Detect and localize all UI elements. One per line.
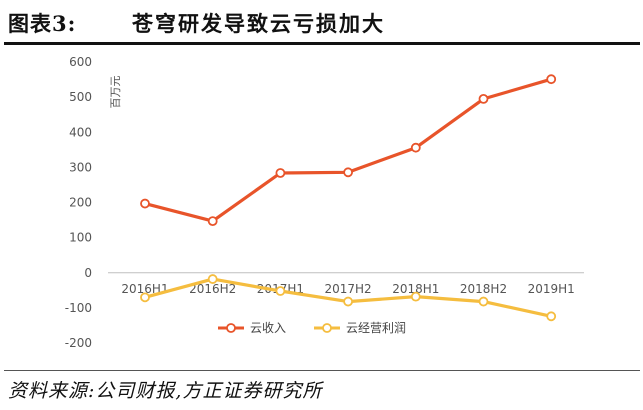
chart-title: 苍穹研发导致云亏损加大: [132, 11, 385, 36]
footer-rule: [4, 370, 640, 371]
data-point: [275, 286, 286, 296]
x-tick-label: 2017H2: [324, 282, 371, 296]
header: 图表3: 苍穹研发导致云亏损加大: [0, 0, 643, 46]
data-point: [478, 93, 489, 104]
data-point: [478, 296, 489, 307]
data-point: [140, 292, 150, 303]
x-tick-label: 2018H2: [460, 282, 507, 296]
source-note: 资料来源:公司财报,方正证券研究所: [8, 380, 323, 402]
y-tick-label: 500: [69, 90, 92, 104]
y-tick-label: 100: [69, 231, 92, 245]
x-tick-label: 2016H1: [121, 282, 168, 296]
y-tick-label: 0: [84, 266, 92, 280]
y-unit-label: 百万元: [109, 76, 122, 109]
header-rule: [4, 42, 640, 45]
data-point: [275, 168, 286, 178]
data-point: [546, 311, 557, 322]
y-tick-label: -200: [65, 336, 92, 350]
legend-swatch-marker: [226, 323, 236, 333]
data-point: [343, 167, 354, 178]
y-axis: -200 -100 0 100 200 300 400 500 600 百万元: [65, 55, 122, 350]
x-axis: 2016H12016H22017H12017H22018H12018H22019…: [108, 272, 584, 296]
y-tick-label: 300: [69, 160, 92, 174]
series-1: [140, 74, 557, 227]
data-point: [410, 142, 421, 153]
legend-label: 云经营利润: [346, 321, 406, 335]
legend-item: 云经营利润: [314, 321, 406, 335]
y-tick-label: -100: [65, 301, 92, 315]
legend-label: 云收入: [250, 321, 286, 335]
x-tick-label: 2018H1: [392, 282, 439, 296]
figure-number: 图表3:: [8, 11, 77, 36]
data-point: [343, 296, 354, 307]
legend-item: 云收入: [218, 321, 286, 335]
series-layer: [140, 74, 557, 322]
y-tick-label: 400: [69, 125, 92, 139]
data-point: [207, 216, 218, 227]
x-tick-label: 2019H1: [528, 282, 575, 296]
data-point: [410, 291, 421, 302]
legend-swatch-marker: [322, 323, 332, 333]
line-chart: -200 -100 0 100 200 300 400 500 600 百万元 2016H1 201…: [65, 55, 584, 350]
data-point: [207, 274, 218, 284]
legend: 云收入 云经营利润: [218, 321, 406, 335]
data-point: [546, 74, 557, 85]
data-point: [140, 198, 150, 209]
y-tick-label: 600: [69, 55, 92, 69]
y-tick-label: 200: [69, 196, 92, 210]
x-tick-label: 2016H2: [189, 282, 236, 296]
series-line: [143, 77, 553, 223]
series-2: [140, 274, 557, 322]
